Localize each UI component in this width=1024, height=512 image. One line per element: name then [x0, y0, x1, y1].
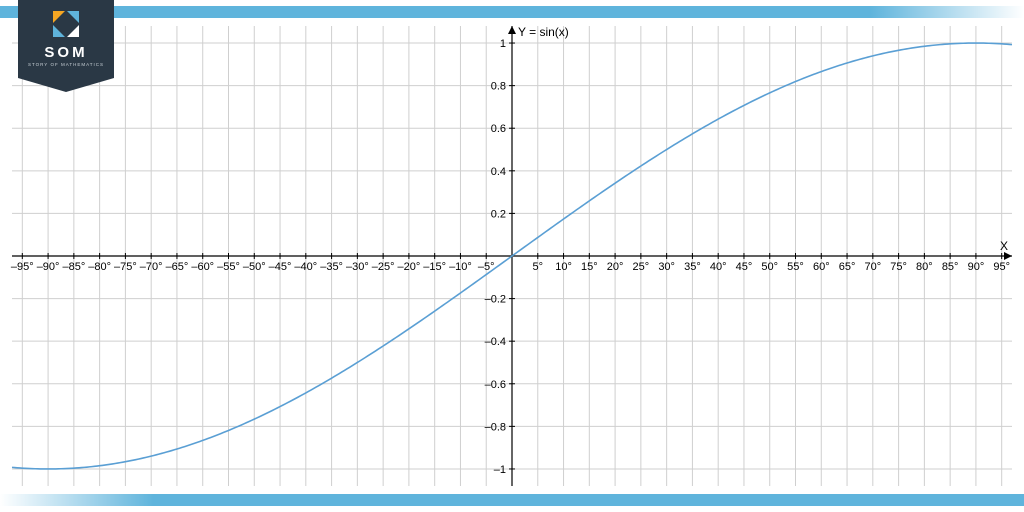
- svg-text:30°: 30°: [658, 261, 675, 273]
- svg-text:–80°: –80°: [88, 261, 111, 273]
- svg-text:–20°: –20°: [398, 261, 421, 273]
- svg-text:–70°: –70°: [140, 261, 163, 273]
- chart-container: Y = sin(x)X–95°–90°–85°–80°–75°–70°–65°–…: [0, 18, 1024, 494]
- svg-text:1: 1: [500, 38, 506, 50]
- svg-text:5°: 5°: [533, 261, 544, 273]
- svg-text:65°: 65°: [839, 261, 856, 273]
- svg-text:–0.8: –0.8: [485, 421, 506, 433]
- svg-text:0.6: 0.6: [491, 123, 506, 135]
- svg-text:–40°: –40°: [294, 261, 317, 273]
- svg-text:0.4: 0.4: [491, 166, 506, 178]
- logo-badge: SOM STORY OF MATHEMATICS: [18, 0, 114, 78]
- svg-text:–10°: –10°: [449, 261, 472, 273]
- svg-text:40°: 40°: [710, 261, 727, 273]
- svg-text:45°: 45°: [736, 261, 753, 273]
- svg-text:–15°: –15°: [423, 261, 446, 273]
- svg-text:–35°: –35°: [320, 261, 343, 273]
- svg-text:15°: 15°: [581, 261, 598, 273]
- svg-text:80°: 80°: [916, 261, 933, 273]
- sine-chart: Y = sin(x)X–95°–90°–85°–80°–75°–70°–65°–…: [0, 18, 1024, 494]
- svg-text:–45°: –45°: [269, 261, 292, 273]
- svg-text:25°: 25°: [633, 261, 650, 273]
- svg-text:85°: 85°: [942, 261, 959, 273]
- svg-text:–0.4: –0.4: [485, 336, 506, 348]
- svg-text:–75°: –75°: [114, 261, 137, 273]
- svg-text:–60°: –60°: [191, 261, 214, 273]
- bottom-accent-bar: [0, 494, 1024, 506]
- svg-text:–0.6: –0.6: [485, 379, 506, 391]
- svg-text:–50°: –50°: [243, 261, 266, 273]
- logo-icon: [50, 8, 82, 40]
- svg-text:–65°: –65°: [166, 261, 189, 273]
- svg-text:Y = sin(x): Y = sin(x): [518, 25, 569, 39]
- svg-text:10°: 10°: [555, 261, 572, 273]
- svg-text:–30°: –30°: [346, 261, 369, 273]
- svg-text:–25°: –25°: [372, 261, 395, 273]
- svg-text:95°: 95°: [993, 261, 1010, 273]
- svg-text:70°: 70°: [865, 261, 882, 273]
- svg-text:90°: 90°: [968, 261, 985, 273]
- svg-text:0.8: 0.8: [491, 81, 506, 93]
- top-accent-bar: [0, 6, 1024, 18]
- svg-text:–85°: –85°: [62, 261, 85, 273]
- svg-text:50°: 50°: [761, 261, 778, 273]
- svg-text:55°: 55°: [787, 261, 804, 273]
- svg-text:75°: 75°: [890, 261, 907, 273]
- svg-text:–0.2: –0.2: [485, 294, 506, 306]
- svg-text:60°: 60°: [813, 261, 830, 273]
- logo-subtitle: STORY OF MATHEMATICS: [18, 62, 114, 67]
- svg-text:X: X: [1000, 239, 1008, 253]
- svg-text:–95°: –95°: [11, 261, 34, 273]
- svg-text:35°: 35°: [684, 261, 701, 273]
- svg-text:–90°: –90°: [37, 261, 60, 273]
- svg-text:–1: –1: [494, 464, 506, 476]
- svg-text:20°: 20°: [607, 261, 624, 273]
- logo-text: SOM: [18, 44, 114, 61]
- svg-text:–55°: –55°: [217, 261, 240, 273]
- svg-text:0.2: 0.2: [491, 208, 506, 220]
